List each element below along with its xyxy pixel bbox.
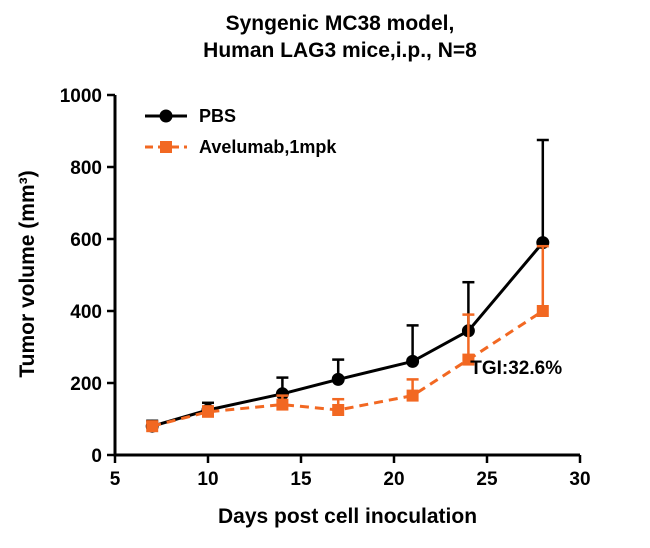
data-point-square bbox=[462, 353, 475, 366]
chart-title-line2: Human LAG3 mice,i.p., N=8 bbox=[203, 39, 477, 63]
x-axis-label: Days post cell inoculation bbox=[217, 505, 478, 528]
series-pbs bbox=[145, 138, 550, 433]
x-tick-label: 20 bbox=[383, 469, 404, 490]
series-avelumab-1mpk bbox=[146, 244, 549, 433]
legend-label-avelumab: Avelumab,1mpk bbox=[199, 136, 337, 157]
chart-title: Syngenic MC38 model, Human LAG3 mice,i.p… bbox=[100, 10, 580, 65]
tgi-annotation: TGI:32.6% bbox=[470, 358, 562, 379]
x-tick-label: 15 bbox=[290, 469, 312, 490]
x-tick-label: 30 bbox=[569, 469, 590, 490]
chart-title-line1: Syngenic MC38 model, bbox=[225, 12, 455, 35]
y-tick-label: 1000 bbox=[60, 86, 102, 107]
chart-legend: PBS Avelumab,1mpk bbox=[143, 104, 336, 159]
legend-item-pbs: PBS bbox=[143, 104, 336, 128]
y-tick-label: 200 bbox=[70, 374, 102, 395]
data-point-square bbox=[406, 389, 419, 402]
data-point-square bbox=[536, 305, 549, 317]
y-tick-label: 800 bbox=[70, 158, 102, 179]
data-point-circle bbox=[406, 354, 420, 368]
avelumab-marker-icon bbox=[145, 141, 187, 153]
y-axis-label: Tumor volume (mm³) bbox=[16, 170, 39, 378]
x-tick-label: 25 bbox=[476, 469, 498, 490]
series-line bbox=[151, 241, 544, 428]
legend-label-pbs: PBS bbox=[199, 105, 237, 126]
x-tick-label: 10 bbox=[197, 469, 218, 490]
data-point-square bbox=[202, 405, 214, 418]
data-point-square bbox=[276, 398, 289, 411]
data-point-square bbox=[146, 420, 159, 433]
pbs-marker-icon bbox=[145, 109, 187, 123]
legend-item-avelumab: Avelumab,1mpk bbox=[143, 135, 336, 159]
data-point-circle bbox=[331, 372, 345, 386]
data-point-square bbox=[332, 404, 345, 416]
y-tick-label: 400 bbox=[70, 302, 102, 323]
data-point-circle bbox=[275, 387, 289, 401]
y-tick-label: 600 bbox=[70, 230, 102, 251]
axes: 5 10 15 20 25 30 0 200 400 600 800 1000 bbox=[60, 86, 591, 490]
x-tick-label: 5 bbox=[110, 469, 121, 490]
y-tick-label: 0 bbox=[91, 446, 102, 467]
